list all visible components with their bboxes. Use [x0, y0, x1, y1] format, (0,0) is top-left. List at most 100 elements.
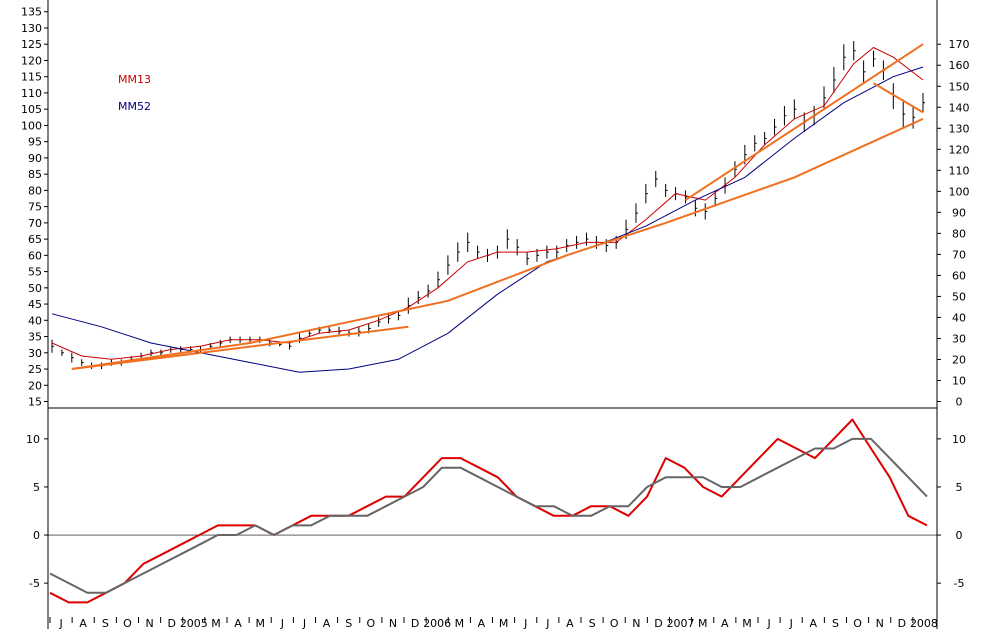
left-tick-label: 90 [28, 152, 42, 165]
right-tick-label: 20 [952, 353, 966, 366]
right-tick-label: 40 [952, 311, 966, 324]
x-tick-label: J [789, 617, 793, 629]
x-tick-label: 2007 [667, 617, 695, 629]
slow-oscillator-line [49, 437, 928, 594]
osc-left-tick-label: 10 [26, 433, 40, 446]
x-tick-label: O [366, 617, 375, 629]
x-tick-label: D [898, 617, 906, 629]
x-tick-label: J [302, 617, 306, 629]
x-tick-label: M [255, 617, 265, 629]
right-tick-label: 160 [949, 59, 970, 72]
fast-oscillator-line [49, 418, 928, 604]
osc-left-tick-label: -5 [29, 577, 40, 590]
right-price-axis: 1701601501401301201101009080706050403020… [937, 38, 970, 409]
x-tick-label: O [610, 617, 619, 629]
right-tick-label: 60 [952, 269, 966, 282]
osc-right-tick-label: 5 [956, 481, 963, 494]
chart-frame [47, 0, 938, 629]
legend: MM13 MM52 [118, 73, 151, 113]
right-tick-label: 100 [949, 185, 970, 198]
trendline [872, 82, 924, 114]
right-tick-label: 130 [949, 122, 970, 135]
left-tick-label: 130 [21, 22, 42, 35]
left-tick-label: 65 [28, 233, 42, 246]
x-tick-label: S [102, 617, 109, 629]
x-tick-label: M [455, 617, 465, 629]
left-tick-label: 100 [21, 119, 42, 132]
x-tick-label: A [323, 617, 331, 629]
right-tick-label: 80 [952, 227, 966, 240]
x-tick-label: D [167, 617, 175, 629]
right-tick-label: 150 [949, 80, 970, 93]
left-tick-label: 40 [28, 314, 42, 327]
right-tick-label: 50 [952, 290, 966, 303]
left-tick-label: 70 [28, 217, 42, 230]
left-tick-label: 110 [21, 87, 42, 100]
right-tick-label: 10 [952, 374, 966, 387]
x-tick-label: M [742, 617, 752, 629]
left-tick-label: 30 [28, 347, 42, 360]
x-tick-label: A [79, 617, 87, 629]
left-price-axis: 135 130 125 120 115 110 105 100 95 90 85 80 75 70 65 60… [21, 6, 48, 409]
legend-mm13: MM13 [118, 73, 151, 86]
osc-left-tick-label: 5 [33, 481, 40, 494]
mm52-line [51, 66, 924, 373]
left-tick-label: 25 [28, 363, 42, 376]
left-tick-label: 95 [28, 136, 42, 149]
right-tick-label: 0 [956, 396, 963, 409]
x-tick-label: O [853, 617, 862, 629]
x-tick-label: 2006 [423, 617, 451, 629]
x-tick-label: O [123, 617, 132, 629]
left-tick-label: 115 [21, 71, 42, 84]
x-tick-label: 2008 [910, 617, 938, 629]
x-tick-label: A [478, 617, 486, 629]
trendline [71, 325, 409, 370]
x-tick-label: M [698, 617, 708, 629]
x-tick-label: S [832, 617, 839, 629]
x-tick-label: J [545, 617, 549, 629]
x-tick-label: A [810, 617, 818, 629]
left-tick-label: 135 [21, 6, 42, 19]
price-bars [51, 40, 925, 370]
right-tick-label: 110 [949, 164, 970, 177]
oscillator-panel: 10 5 0 -5 10 5 0 -5 [26, 418, 966, 604]
x-tick-label: S [345, 617, 352, 629]
left-tick-label: 60 [28, 249, 42, 262]
osc-right-tick-label: -5 [954, 577, 965, 590]
x-tick-label: D [654, 617, 662, 629]
osc-right-tick-label: 10 [952, 433, 966, 446]
x-tick-label: J [766, 617, 770, 629]
left-tick-label: 75 [28, 201, 42, 214]
x-tick-label: J [523, 617, 527, 629]
right-tick-label: 90 [952, 206, 966, 219]
left-tick-label: 45 [28, 298, 42, 311]
x-tick-label: D [411, 617, 419, 629]
right-tick-label: 70 [952, 248, 966, 261]
right-tick-label: 30 [952, 332, 966, 345]
left-tick-label: 120 [21, 54, 42, 67]
x-tick-label: A [721, 617, 729, 629]
x-tick-label: N [876, 617, 884, 629]
left-tick-label: 85 [28, 168, 42, 181]
x-tick-label: J [280, 617, 284, 629]
x-tick-label: A [234, 617, 242, 629]
x-tick-label: S [589, 617, 596, 629]
left-tick-label: 125 [21, 38, 42, 51]
x-tick-label: 2005 [180, 617, 208, 629]
legend-mm52: MM52 [118, 100, 151, 113]
x-tick-label: N [389, 617, 397, 629]
x-tick-label: M [499, 617, 509, 629]
right-tick-label: 170 [949, 38, 970, 51]
trendline [684, 43, 924, 201]
x-tick-label: M [211, 617, 221, 629]
x-axis: J A S O N D 2005 M A M J J A S O N D 2006 M A M J J A S O N D 2007 M A… [49, 617, 938, 629]
x-tick-label: N [145, 617, 153, 629]
trendline [71, 117, 924, 370]
osc-left-tick-label: 0 [33, 529, 40, 542]
trendlines [71, 43, 924, 370]
left-tick-label: 55 [28, 266, 42, 279]
left-tick-label: 80 [28, 184, 42, 197]
left-tick-label: 50 [28, 282, 42, 295]
mm13-line [51, 46, 924, 360]
